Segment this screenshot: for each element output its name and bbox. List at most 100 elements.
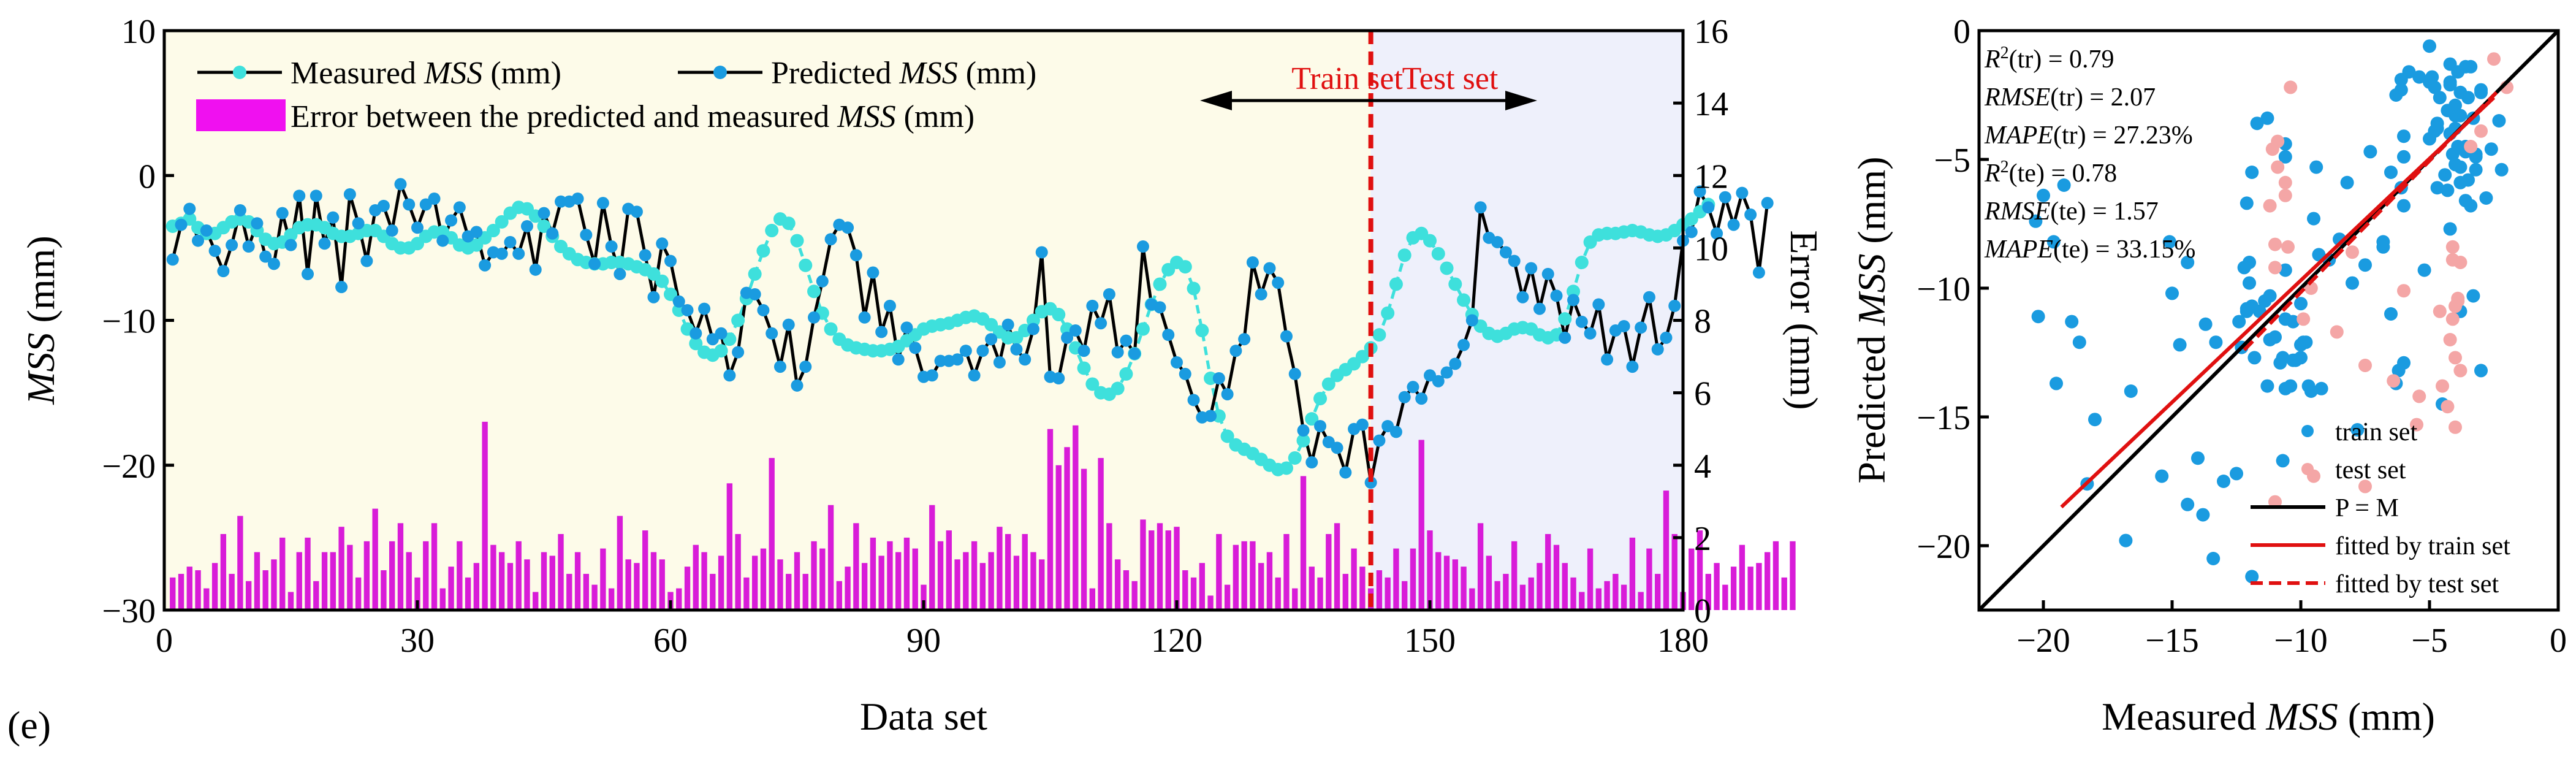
predicted-points	[166, 178, 1774, 489]
predicted-point	[723, 369, 736, 382]
error-bar	[786, 573, 792, 610]
test-point	[2436, 379, 2449, 393]
measured-point	[1136, 322, 1150, 336]
error-bar	[735, 533, 741, 610]
train-point	[2245, 299, 2259, 313]
error-bar	[1376, 570, 1383, 610]
error-bar	[1030, 552, 1036, 610]
y2-tick-label: 4	[1694, 448, 1711, 486]
error-bar	[600, 548, 606, 610]
predicted-point	[192, 234, 205, 247]
predicted-point	[208, 245, 221, 258]
train-point	[2433, 91, 2447, 105]
predicted-point	[1660, 331, 1673, 344]
train-point	[2464, 59, 2478, 74]
error-bar	[465, 577, 471, 610]
predicted-point	[934, 354, 947, 367]
measured-point	[1305, 412, 1319, 426]
predicted-point	[580, 229, 593, 242]
predicted-point	[284, 239, 297, 251]
error-bar	[1266, 552, 1273, 610]
train-point	[2245, 166, 2259, 179]
predicted-point	[335, 281, 348, 294]
train-point	[2358, 258, 2372, 272]
predicted-point	[1288, 367, 1301, 380]
error-bar	[811, 541, 817, 610]
train-point	[2425, 70, 2439, 84]
measured-point	[756, 244, 770, 258]
error-bar	[229, 573, 235, 610]
error-bar	[533, 592, 539, 610]
test-point	[2263, 199, 2277, 213]
error-bar	[1528, 577, 1534, 610]
error-bar	[1081, 468, 1087, 610]
predicted-point	[791, 379, 804, 392]
test-point	[2445, 240, 2460, 254]
measured-point	[495, 215, 509, 229]
predicted-point	[428, 193, 441, 205]
test-point	[2358, 359, 2372, 372]
error-bar	[305, 537, 311, 610]
predicted-point	[959, 345, 972, 357]
predicted-point	[403, 198, 416, 211]
error-bar	[769, 457, 775, 610]
predicted-point	[1010, 343, 1023, 356]
error-bar	[912, 548, 918, 610]
error-bar	[1292, 588, 1298, 610]
error-bar	[1402, 581, 1408, 610]
error-bar	[878, 555, 884, 610]
test-point	[2268, 237, 2282, 251]
error-bar	[313, 581, 319, 610]
predicted-point	[1727, 218, 1740, 231]
predicted-point	[1407, 381, 1419, 394]
train-set-label: Train set	[1291, 61, 1403, 96]
error-bar	[1772, 541, 1779, 610]
train-point	[2363, 145, 2377, 159]
train-point	[2247, 351, 2262, 365]
error-bar	[178, 573, 184, 610]
measured-point	[486, 224, 500, 238]
error-bar	[971, 541, 978, 610]
error-bar	[1300, 476, 1307, 610]
predicted-point	[976, 345, 989, 357]
train-point	[2441, 183, 2455, 197]
measured-point	[1321, 377, 1335, 391]
error-bar	[1013, 555, 1020, 610]
error-bar	[1519, 584, 1526, 610]
error-bar	[988, 552, 994, 610]
measured-point	[537, 219, 551, 233]
error-bar	[1781, 577, 1787, 610]
predicted-point	[1508, 254, 1521, 267]
error-bar	[1486, 555, 1492, 610]
error-bar	[1705, 573, 1711, 610]
train-point	[2263, 333, 2277, 346]
error-bar	[1393, 548, 1399, 610]
error-bar	[515, 541, 522, 610]
predicted-point	[1255, 288, 1267, 300]
predicted-point	[614, 267, 626, 280]
error-bar	[1730, 567, 1737, 610]
predicted-point	[343, 188, 356, 200]
error-bar	[1435, 552, 1442, 610]
measured-point	[748, 267, 762, 281]
error-bar	[558, 533, 564, 610]
x-tick-label: 30	[400, 622, 435, 660]
measured-point	[714, 344, 728, 358]
legend-error-swatch	[196, 99, 286, 131]
error-bar	[211, 563, 218, 610]
train-point	[2384, 166, 2398, 179]
error-bar	[1790, 541, 1796, 610]
test-point	[2346, 245, 2359, 259]
predicted-point	[571, 193, 584, 205]
predicted-point	[1398, 391, 1411, 403]
measured-point	[1111, 381, 1125, 395]
test-point	[2474, 124, 2488, 138]
measured-point	[1389, 277, 1403, 291]
y-tick-label: −30	[102, 592, 156, 630]
error-bar	[650, 552, 657, 610]
error-bar	[751, 555, 758, 610]
metric-line: MAPE(tr) = 27.23%	[1984, 121, 2193, 150]
predicted-point	[1474, 201, 1487, 214]
error-bar	[220, 533, 227, 610]
